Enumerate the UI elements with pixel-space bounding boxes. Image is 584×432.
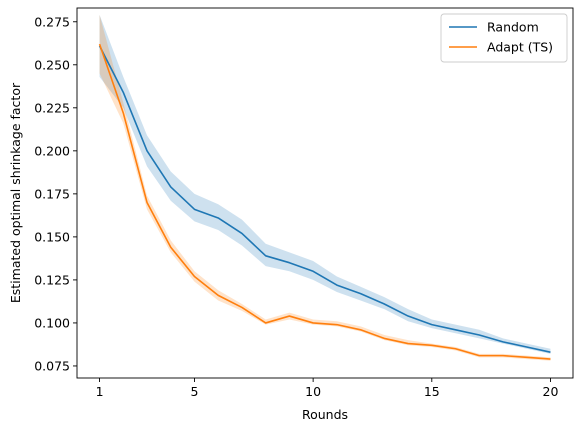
legend-entry-1: Adapt (TS) — [487, 40, 553, 55]
y-axis-ticks: 0.075 0.100 0.125 0.150 0.175 0.200 0.225 0.250… — [34, 14, 77, 373]
x-axis-label: Rounds — [302, 407, 348, 422]
y-tick-label: 0.125 — [34, 272, 70, 287]
y-tick-label: 0.100 — [34, 315, 70, 330]
x-axis-ticks: 1 5 10 15 20 — [96, 378, 559, 399]
x-tick-label: 1 — [96, 384, 104, 399]
y-tick-label: 0.250 — [34, 57, 70, 72]
y-tick-label: 0.275 — [34, 14, 70, 29]
plot-area-frame — [76, 7, 574, 379]
band-series-0 — [99, 14, 551, 354]
x-tick-label: 15 — [424, 384, 440, 399]
confidence-bands — [99, 14, 551, 361]
y-tick-label: 0.150 — [34, 229, 70, 244]
legend-box — [440, 13, 568, 63]
line-series-1 — [98, 43, 551, 360]
x-tick-label: 5 — [190, 384, 198, 399]
y-tick-label: 0.225 — [34, 100, 70, 115]
y-tick-label: 0.175 — [34, 186, 70, 201]
y-axis-label: Estimated optimal shrinkage factor — [8, 82, 23, 303]
series-lines — [98, 43, 551, 360]
line-series-0 — [98, 45, 551, 353]
y-tick-label: 0.200 — [34, 143, 70, 158]
legend-entry-0: Random — [487, 20, 539, 35]
x-tick-label: 20 — [543, 384, 559, 399]
legend: Random Adapt (TS) — [440, 13, 568, 63]
x-tick-label: 10 — [305, 384, 321, 399]
y-tick-label: 0.075 — [34, 358, 70, 373]
